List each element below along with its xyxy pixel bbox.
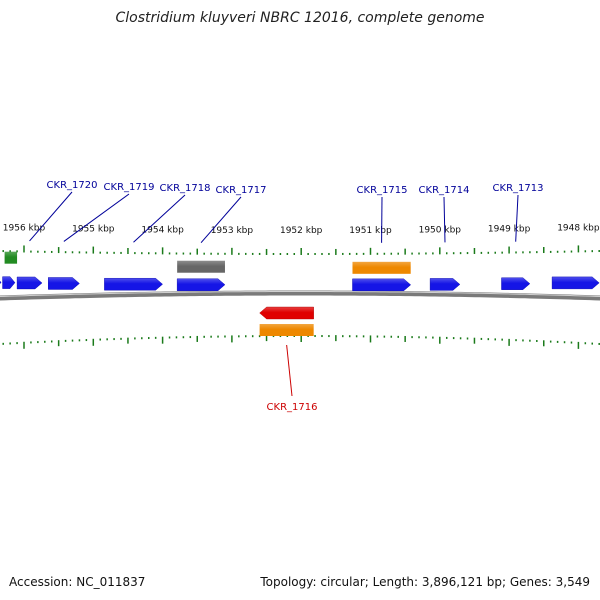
scale-tick-label: 1950 kbp: [419, 225, 462, 235]
scale-tick-label: 1948 kbp: [557, 223, 600, 233]
gene-label-leader: [29, 191, 73, 242]
gene-label[interactable]: CKR_1713: [493, 183, 544, 194]
gene-label[interactable]: CKR_1717: [216, 185, 267, 196]
gene-label-leader: [515, 194, 519, 242]
cds-block[interactable]: [352, 261, 411, 274]
gene-labels: CKR_1720 CKR_1719 CKR_1718 CKR_1717 CKR_1715…: [29, 180, 544, 413]
gene-label-leader: [133, 194, 186, 243]
gene-label[interactable]: CKR_1714: [419, 185, 470, 196]
scale-tick-label: 1951 kbp: [349, 226, 392, 236]
gene-arrow-forward[interactable]: [352, 278, 412, 292]
genome-backbone: [0, 290, 600, 301]
outer-scale-ticks: [2, 245, 600, 255]
gene-label[interactable]: CKR_1720: [47, 180, 98, 191]
gene-arrow-forward[interactable]: [104, 278, 163, 291]
scale-tick-label: 1955 kbp: [72, 225, 115, 235]
gene-arrow-forward[interactable]: [16, 276, 43, 290]
gene-arrow-forward[interactable]: [48, 277, 80, 290]
gene-label-leader: [286, 344, 293, 397]
accession-text: Accession: NC_011837: [9, 575, 146, 589]
gene-label-leader: [443, 196, 446, 243]
gene-arrow-forward[interactable]: [176, 278, 226, 291]
scale-tick-label: 1949 kbp: [488, 225, 531, 235]
gene-label-leader: [63, 193, 130, 242]
misc-feature-block[interactable]: [177, 260, 225, 273]
scale-tick-label: 1954 kbp: [141, 225, 184, 235]
genome-summary-text: Topology: circular; Length: 3,896,121 bp…: [260, 575, 590, 589]
gene-arrow-forward[interactable]: [0, 276, 2, 288]
genome-backbone-highlight: [0, 291, 600, 298]
scale-tick-label: 1956 kbp: [3, 223, 46, 233]
scale-tick-label: 1953 kbp: [211, 226, 254, 236]
gene-arrow-forward[interactable]: [501, 277, 531, 290]
gene-label[interactable]: CKR_1715: [357, 185, 408, 196]
gene-arrow-forward[interactable]: [551, 276, 600, 290]
scale-tick-label: 1952 kbp: [280, 226, 323, 236]
rna-feature-block[interactable]: [4, 251, 18, 264]
gene-arrow-reverse[interactable]: [259, 306, 314, 320]
genome-title: Clostridium kluyveri NBRC 12016, complet…: [115, 10, 485, 26]
gene-arrow-forward[interactable]: [2, 276, 16, 289]
gene-label[interactable]: CKR_1718: [160, 183, 211, 194]
gene-label[interactable]: CKR_1719: [104, 182, 155, 193]
inner-scale-ticks: [2, 335, 600, 349]
cds-block[interactable]: [259, 324, 314, 337]
gene-arrow-forward[interactable]: [429, 278, 461, 291]
feature-track: [0, 251, 600, 337]
gene-label-leader: [200, 196, 242, 244]
scale-tick-labels: 1956 kbp 1955 kbp 1954 kbp 1953 kbp 1952 kbp…: [3, 223, 600, 236]
gene-label[interactable]: CKR_1716: [267, 402, 318, 413]
